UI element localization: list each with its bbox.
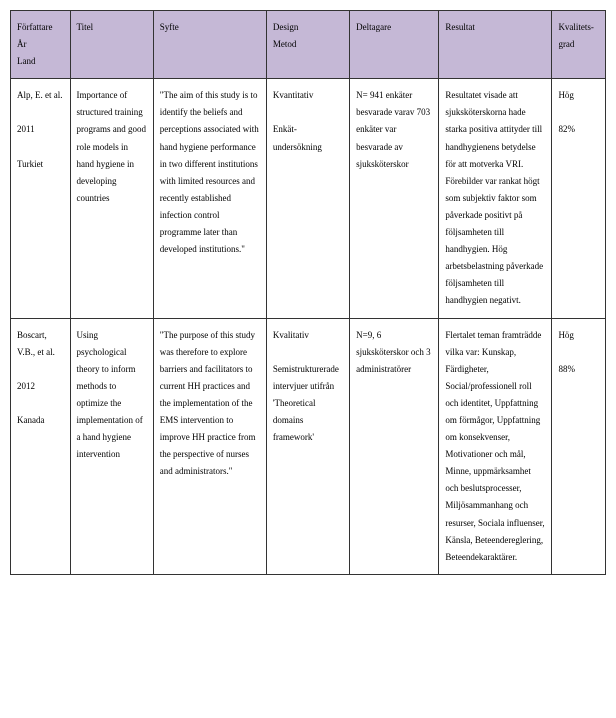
cell-quality: Hög88% [552,318,606,574]
cell-author: Boscart, V.B., et al.2012Kanada [11,318,71,574]
cell-author: Alp, E. et al.2011Turkiet [11,79,71,318]
header-quality: Kvalitets-grad [552,11,606,79]
header-purpose: Syfte [153,11,266,79]
cell-title: Using psychological theory to inform met… [70,318,153,574]
header-title: Titel [70,11,153,79]
cell-result: Flertalet teman framträdde vilka var: Ku… [439,318,552,574]
header-participants: Deltagare [350,11,439,79]
cell-purpose: "The purpose of this study was therefore… [153,318,266,574]
literature-review-table: FörfattareÅrLand Titel Syfte DesignMetod… [10,10,606,575]
cell-title: Importance of structured training progra… [70,79,153,318]
cell-participants: N=9, 6 sjuksköterskor och 3 administratö… [350,318,439,574]
cell-quality: Hög82% [552,79,606,318]
table-row: Alp, E. et al.2011Turkiet Importance of … [11,79,606,318]
cell-result: Resultatet visade att sjuksköterskorna h… [439,79,552,318]
table-header-row: FörfattareÅrLand Titel Syfte DesignMetod… [11,11,606,79]
table-row: Boscart, V.B., et al.2012Kanada Using ps… [11,318,606,574]
cell-purpose: "The aim of this study is to identify th… [153,79,266,318]
header-author: FörfattareÅrLand [11,11,71,79]
header-result: Resultat [439,11,552,79]
header-design: DesignMetod [266,11,349,79]
cell-design: KvantitativEnkät-undersökning [266,79,349,318]
cell-participants: N= 941 enkäter besvarade varav 703 enkät… [350,79,439,318]
cell-design: KvalitativSemistrukturerade intervjuer u… [266,318,349,574]
